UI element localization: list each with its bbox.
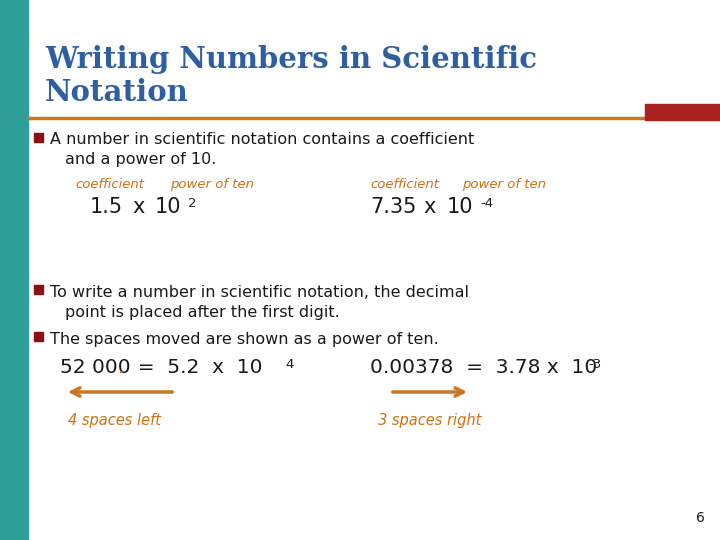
Text: 7.35: 7.35: [370, 197, 416, 217]
Text: -4: -4: [480, 197, 493, 210]
Text: 2: 2: [188, 197, 197, 210]
Text: A number in scientific notation contains a coefficient: A number in scientific notation contains…: [50, 132, 474, 147]
Text: =  5.2  x  10: = 5.2 x 10: [125, 358, 263, 377]
Text: x: x: [132, 197, 145, 217]
Text: To write a number in scientific notation, the decimal: To write a number in scientific notation…: [50, 285, 469, 300]
Text: 3 spaces right: 3 spaces right: [378, 413, 482, 428]
Text: -3: -3: [588, 358, 601, 371]
Text: and a power of 10.: and a power of 10.: [65, 152, 217, 167]
Bar: [34, 285, 43, 294]
Bar: [0, 0, 28, 540]
Text: .: .: [118, 358, 125, 377]
Text: 4: 4: [285, 358, 293, 371]
Text: 10: 10: [447, 197, 474, 217]
Text: coefficient: coefficient: [370, 178, 439, 191]
Text: 10: 10: [155, 197, 181, 217]
Bar: [34, 332, 43, 341]
Text: power of ten: power of ten: [462, 178, 546, 191]
Text: power of ten: power of ten: [170, 178, 254, 191]
Text: Writing Numbers in Scientific: Writing Numbers in Scientific: [45, 45, 537, 74]
Text: Notation: Notation: [45, 78, 189, 107]
Text: 52 000: 52 000: [60, 358, 130, 377]
Bar: [645, 104, 720, 120]
Text: point is placed after the first digit.: point is placed after the first digit.: [65, 305, 340, 320]
Bar: [34, 133, 43, 142]
Text: x: x: [423, 197, 436, 217]
Text: 0.00378  =  3.78 x  10: 0.00378 = 3.78 x 10: [370, 358, 598, 377]
Text: coefficient: coefficient: [75, 178, 144, 191]
Text: 1.5: 1.5: [90, 197, 123, 217]
Text: The spaces moved are shown as a power of ten.: The spaces moved are shown as a power of…: [50, 332, 438, 347]
Text: 4 spaces left: 4 spaces left: [68, 413, 161, 428]
Text: 6: 6: [696, 511, 704, 525]
